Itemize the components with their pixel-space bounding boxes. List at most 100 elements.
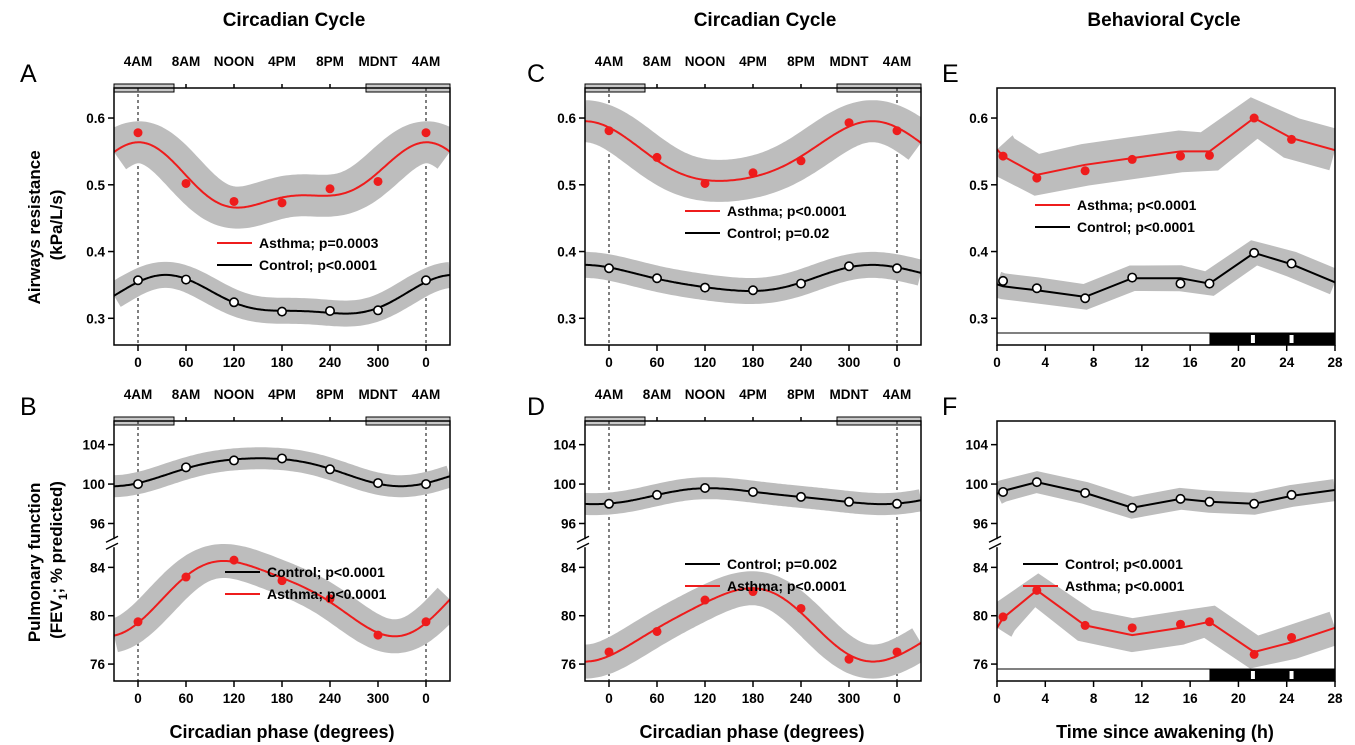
panel-letter-f: F [942, 393, 957, 421]
xtick-label-e-5: 20 [1231, 355, 1246, 370]
ylabel-airways: Airways resistance (kPa/L/s) [25, 146, 66, 305]
xtick-label-f-1: 4 [1042, 691, 1050, 706]
xtick-label-d-2: 120 [694, 691, 717, 706]
point-a-control-2 [229, 297, 240, 308]
fit-line-e-control [997, 251, 1335, 298]
xtick-label-a-5: 300 [367, 355, 390, 370]
point-c-asthma-6 [892, 126, 902, 136]
ytick-label-a-3: 0.6 [86, 111, 105, 126]
dark-bar-gap-f-0 [1250, 671, 1255, 679]
clock-label-c-2: NOON [685, 54, 726, 69]
clock-label-b-5: MDNT [359, 387, 399, 402]
axis-break-mark-lower-b [105, 542, 119, 550]
ytick-label-f-1: 80 [973, 609, 988, 624]
xtick-label-f-4: 16 [1183, 691, 1199, 706]
legend-label-f-asthma: Asthma; p<0.0001 [1065, 578, 1185, 594]
point-b-control-2 [229, 455, 240, 466]
legend-label-a-asthma: Asthma; p=0.0003 [259, 235, 379, 251]
point-e-control-2 [1080, 293, 1091, 304]
point-f-control-2 [1080, 487, 1091, 498]
point-f-asthma-0 [998, 612, 1008, 622]
clock-label-d-6: 4AM [883, 387, 912, 402]
point-b-control-5 [372, 478, 383, 489]
point-a-asthma-3 [277, 198, 287, 208]
clock-label-c-5: MDNT [830, 54, 870, 69]
axis-break-mark-upper-d [576, 535, 590, 543]
xtick-label-c-6: 0 [893, 355, 901, 370]
xtick-label-f-5: 20 [1231, 691, 1246, 706]
point-e-asthma-0 [998, 151, 1008, 161]
panel-letter-d: D [527, 393, 545, 421]
point-b-control-1 [181, 462, 192, 473]
legend-label-f-control: Control; p<0.0001 [1065, 556, 1183, 572]
xlabel-panel-b: Circadian phase (degrees) [169, 722, 394, 742]
legend-label-d-control: Control; p=0.002 [727, 556, 837, 572]
point-d-control-2 [699, 483, 710, 494]
ytick-label-e-3: 0.6 [969, 111, 988, 126]
point-c-control-6 [891, 263, 902, 274]
clock-label-b-1: 8AM [172, 387, 201, 402]
xtick-label-f-7: 28 [1327, 691, 1343, 706]
point-f-control-0 [998, 486, 1009, 497]
column-title-right: Behavioral Cycle [1087, 10, 1240, 31]
ylabel-pulmonary-subscript: 1 [56, 593, 70, 600]
dark-bar-gap-e-0 [1250, 335, 1255, 343]
clock-label-b-6: 4AM [412, 387, 441, 402]
point-b-control-0 [133, 479, 144, 490]
xtick-label-d-6: 0 [893, 691, 901, 706]
point-d-control-0 [603, 498, 614, 509]
clock-label-d-3: 4PM [739, 387, 767, 402]
point-b-asthma-5 [373, 630, 383, 640]
panel-a: A 4AM 8AM NOON 4PM 8PM MDNT 4AM 0.3 0.4 0.5 0.6 0 60 1… [20, 54, 451, 370]
point-d-asthma-2 [700, 595, 710, 605]
point-d-asthma-6 [892, 647, 902, 657]
xtick-label-b-6: 0 [422, 691, 430, 706]
clock-label-a-1: 8AM [172, 54, 201, 69]
xtick-label-f-3: 12 [1134, 691, 1149, 706]
point-d-control-4 [795, 491, 806, 502]
dark-bar-gap-e-1 [1289, 335, 1294, 343]
ylabel-pulmonary-line2a: (FEV [47, 600, 66, 639]
point-e-control-3 [1127, 272, 1138, 283]
clock-label-a-5: MDNT [359, 54, 399, 69]
xtick-label-d-3: 180 [742, 691, 765, 706]
point-b-asthma-1 [181, 572, 191, 582]
band-a-control [114, 261, 450, 327]
xlabel-panel-d: Circadian phase (degrees) [639, 722, 864, 742]
xtick-label-e-6: 24 [1279, 355, 1295, 370]
xtick-label-f-0: 0 [993, 691, 1001, 706]
ylabel-airways-line1: Airways resistance [25, 150, 44, 304]
panel-e: E 0.3 0.4 0.5 0.6 0 4 8 12 16 20 24 28 Asthma; p<0.00… [942, 60, 1343, 370]
dark-bar-f [1209, 669, 1335, 681]
point-f-control-7 [1286, 489, 1297, 500]
plot-frame-f [996, 420, 1336, 682]
xtick-label-b-1: 60 [178, 691, 193, 706]
clock-label-c-4: 8PM [787, 54, 815, 69]
point-c-control-0 [603, 263, 614, 274]
ytick-label-e-2: 0.5 [969, 178, 988, 193]
xtick-label-d-5: 300 [838, 691, 861, 706]
point-b-asthma-0 [133, 617, 143, 627]
ytick-label-d-2: 84 [561, 560, 577, 575]
xtick-label-e-2: 8 [1090, 355, 1098, 370]
ytick-label-d-4: 100 [553, 477, 576, 492]
xtick-label-e-3: 12 [1134, 355, 1149, 370]
clock-label-c-1: 8AM [643, 54, 672, 69]
point-c-asthma-0 [604, 126, 614, 136]
xtick-label-f-6: 24 [1279, 691, 1295, 706]
clock-label-a-0: 4AM [124, 54, 153, 69]
ytick-label-b-4: 100 [82, 477, 105, 492]
point-c-asthma-4 [796, 156, 806, 166]
point-d-control-1 [651, 489, 662, 500]
point-f-asthma-1 [1032, 585, 1042, 595]
point-e-control-1 [1031, 283, 1042, 294]
xtick-label-b-0: 0 [134, 691, 142, 706]
clock-label-b-4: 8PM [316, 387, 344, 402]
column-title-left: Circadian Cycle [223, 10, 366, 31]
point-e-asthma-2 [1080, 166, 1090, 176]
panel-d: D 4AM 8AM NOON 4PM 8PM MDNT 4AM 76 80 84 96 100 104 0 6… [527, 387, 922, 706]
point-e-asthma-4 [1175, 151, 1185, 161]
xtick-label-c-4: 240 [790, 355, 813, 370]
point-b-control-3 [276, 453, 287, 464]
